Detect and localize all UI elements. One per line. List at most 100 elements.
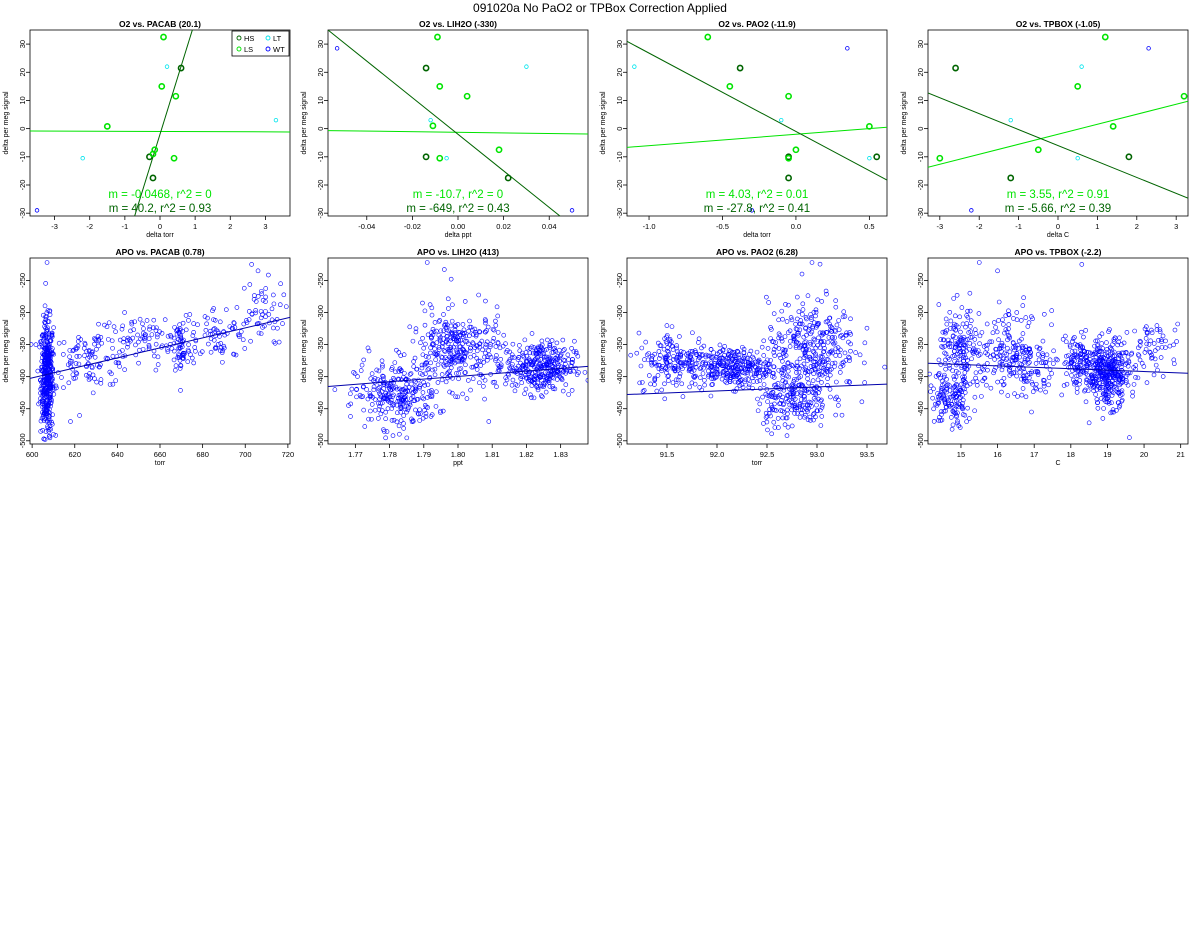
- data-point-apo: [529, 331, 535, 336]
- data-point-apo: [98, 335, 104, 340]
- data-point-apo: [44, 399, 50, 405]
- data-point-apo: [785, 360, 791, 366]
- data-point-apo: [421, 396, 426, 402]
- data-point-apo: [471, 332, 476, 337]
- data-point-apo: [92, 341, 97, 347]
- data-point-apo: [1049, 308, 1054, 313]
- data-point-apo: [1001, 375, 1007, 381]
- data-point-apo: [1121, 340, 1127, 346]
- data-point-apo: [420, 300, 425, 306]
- data-point-apo: [831, 341, 836, 347]
- data-point-apo: [970, 350, 975, 355]
- data-point-apo: [711, 376, 717, 382]
- data-point-apo: [944, 321, 950, 327]
- data-point-apo: [36, 401, 41, 407]
- data-point-apo: [422, 322, 428, 328]
- data-point-apo: [732, 358, 737, 364]
- data-point-apo: [669, 343, 675, 349]
- data-point-apo: [834, 379, 839, 385]
- x-tick-label: -0.5: [716, 222, 729, 231]
- data-point-apo: [455, 350, 460, 356]
- data-point-apo: [95, 362, 100, 368]
- data-point-apo: [539, 383, 545, 389]
- data-point-apo: [408, 371, 414, 376]
- data-point-apo: [1023, 378, 1029, 384]
- data-point-apo: [384, 429, 390, 434]
- data-point-apo: [996, 318, 1001, 323]
- x-tick-label: 21: [1177, 450, 1185, 459]
- data-point-apo: [705, 353, 711, 359]
- data-point-apo: [1121, 350, 1126, 356]
- data-point-apo: [662, 396, 668, 402]
- data-point-apo: [1105, 378, 1111, 384]
- data-point-apo: [146, 343, 152, 348]
- data-point-apo: [957, 314, 963, 320]
- data-point-apo: [787, 402, 793, 408]
- data-point-apo: [417, 418, 422, 423]
- data-point-apo: [801, 344, 807, 349]
- data-point-apo: [253, 310, 258, 316]
- data-point-apo: [533, 373, 539, 378]
- data-point-apo: [140, 346, 146, 352]
- data-point-apo: [428, 360, 433, 366]
- data-point-apo: [467, 333, 472, 339]
- data-point-apo: [59, 375, 64, 380]
- data-point-apo: [672, 368, 678, 373]
- fit-label-ls: m = 3.55, r^2 = 0.91: [1007, 189, 1110, 201]
- data-point-apo: [1113, 376, 1118, 382]
- data-point-apo: [808, 331, 813, 337]
- data-point-apo: [403, 394, 409, 399]
- data-point-apo: [49, 332, 55, 338]
- data-point-apo: [1023, 315, 1029, 320]
- data-point-apo: [46, 428, 52, 434]
- data-point-apo: [751, 356, 757, 361]
- data-point-apo: [669, 324, 675, 329]
- data-point-apo: [442, 323, 447, 328]
- data-point-apo: [753, 371, 759, 376]
- data-point-apo: [562, 358, 568, 363]
- data-point-apo: [953, 335, 958, 340]
- data-point-apo: [972, 408, 977, 414]
- data-point-apo: [949, 426, 955, 432]
- data-point-apo: [491, 336, 497, 341]
- data-point-apo: [259, 288, 264, 294]
- data-point-apo: [673, 377, 679, 383]
- data-point-apo: [221, 343, 227, 349]
- data-point-apo: [1070, 368, 1075, 374]
- data-point-apo: [554, 377, 560, 382]
- data-point-apo: [553, 356, 559, 361]
- data-point-apo: [443, 379, 449, 385]
- data-point-apo: [637, 380, 643, 386]
- x-tick-label: 680: [196, 450, 209, 459]
- x-tick-label: 1.79: [416, 450, 431, 459]
- data-point-apo: [54, 385, 59, 391]
- data-point-apo: [1081, 334, 1086, 340]
- data-point-apo: [1000, 382, 1006, 388]
- fit-line-hs: [328, 30, 561, 216]
- data-point-apo: [848, 341, 853, 347]
- data-point-apo: [979, 330, 985, 335]
- data-point-apo: [951, 326, 956, 331]
- data-point-apo: [413, 326, 419, 331]
- data-point-apo: [938, 385, 944, 391]
- data-point-apo: [815, 297, 821, 303]
- data-point-apo: [1082, 387, 1088, 393]
- data-point-apo: [680, 361, 686, 367]
- data-point-apo: [771, 311, 777, 316]
- data-point-apo: [813, 414, 818, 420]
- data-point-apo: [176, 345, 182, 351]
- data-point-apo: [572, 338, 577, 344]
- data-point-apo: [455, 334, 460, 340]
- data-point-apo: [125, 344, 130, 350]
- data-point-apo: [690, 348, 695, 354]
- data-point-apo: [478, 363, 483, 368]
- data-point-apo: [110, 345, 115, 351]
- data-point-apo: [953, 323, 959, 328]
- data-point-apo: [792, 403, 798, 409]
- data-point-apo: [47, 423, 53, 429]
- data-point-apo: [277, 302, 283, 307]
- data-point-apo: [1110, 372, 1116, 378]
- data-point-apo: [739, 382, 745, 387]
- data-point-apo: [281, 292, 287, 298]
- data-point-apo: [775, 416, 781, 421]
